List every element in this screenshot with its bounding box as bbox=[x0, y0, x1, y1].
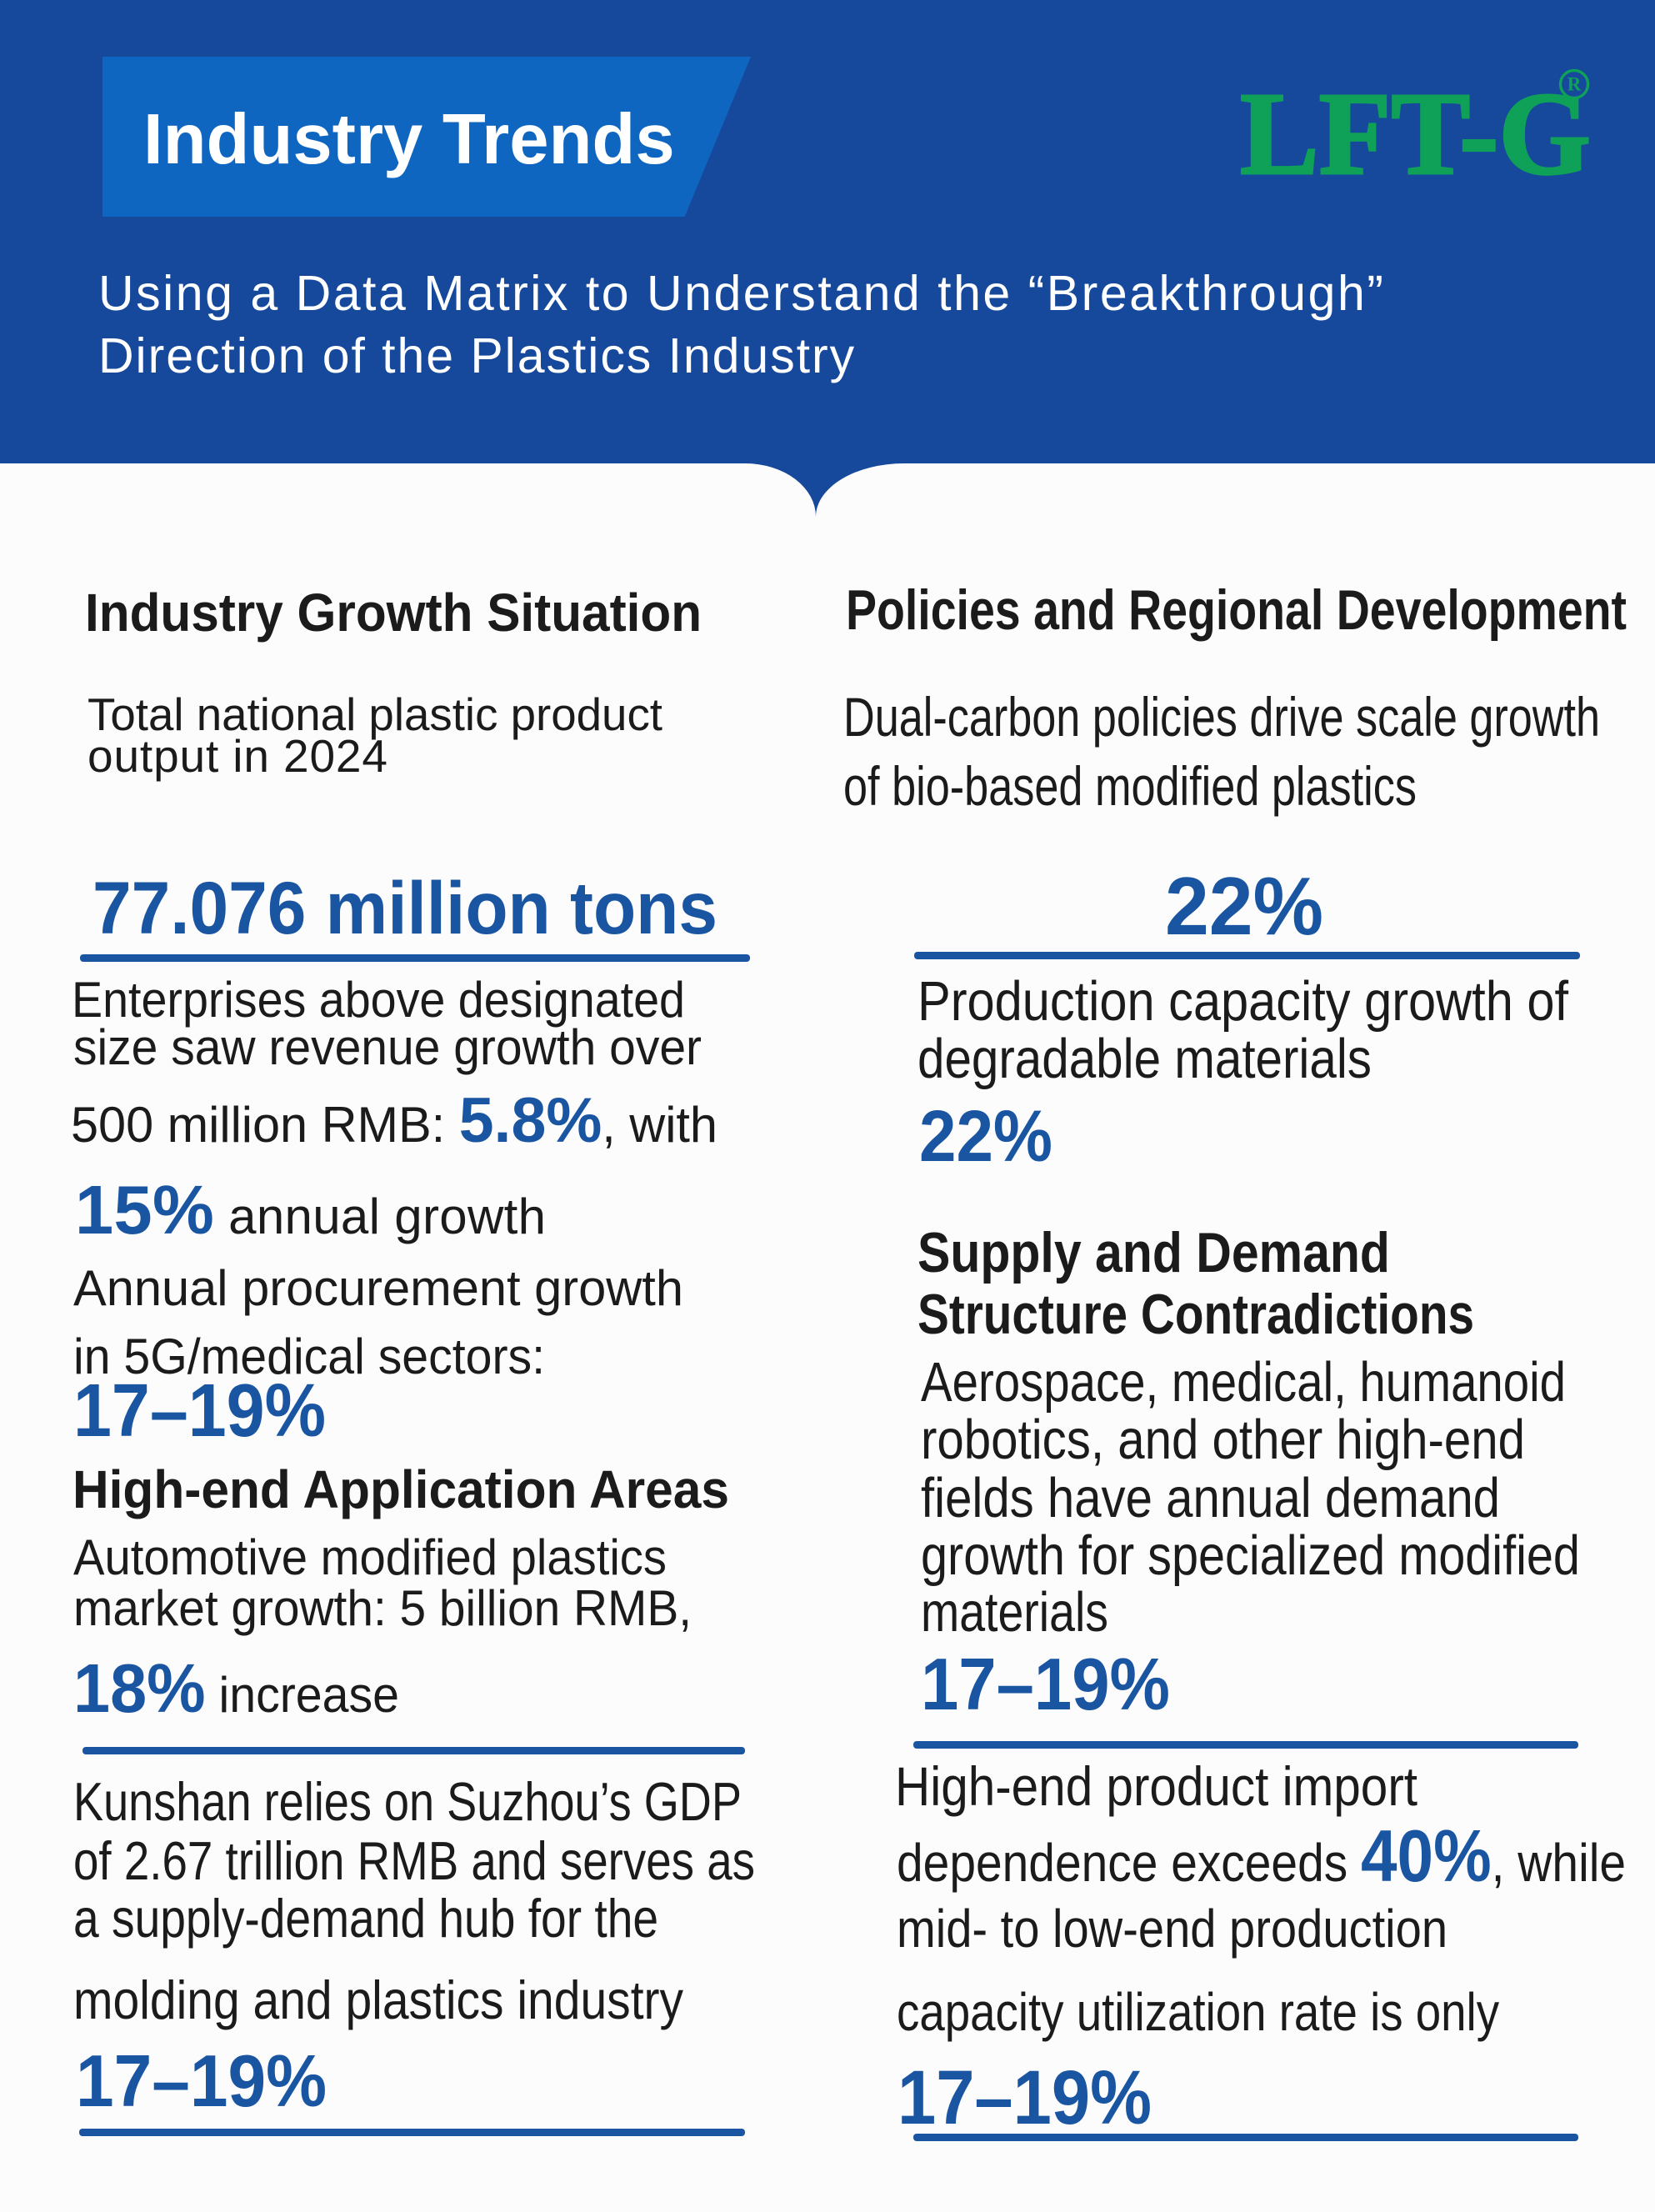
svg-text:R: R bbox=[1568, 74, 1582, 95]
